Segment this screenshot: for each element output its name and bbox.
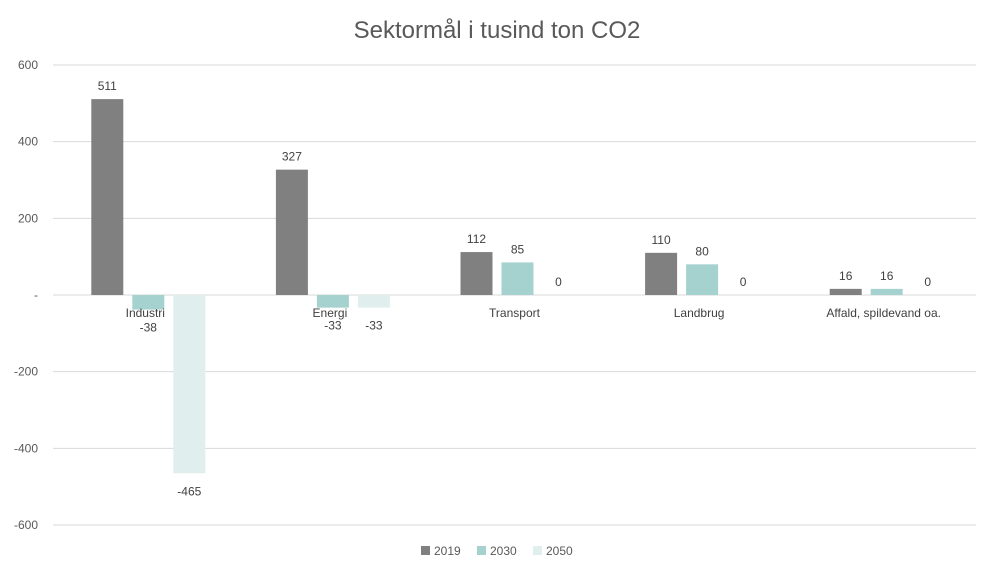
gridlines	[53, 64, 976, 526]
y-tick-label: 400	[18, 135, 38, 149]
data-label: 16	[880, 269, 894, 283]
y-tick-label: -	[34, 288, 38, 302]
legend-swatch-2019	[421, 546, 430, 555]
category-label: Energi	[313, 306, 348, 320]
bar-2030-0	[132, 295, 165, 310]
bar-2019-0	[91, 99, 124, 295]
y-axis-ticks: 600 400 200 - -200 -400 -600	[14, 58, 38, 532]
category-label: Landbrug	[674, 306, 725, 320]
data-label: 0	[555, 275, 562, 289]
bar-2030-3	[686, 264, 719, 295]
y-tick-label: -400	[14, 441, 38, 455]
bars	[91, 99, 903, 474]
bar-2030-4	[870, 288, 903, 295]
data-label: 112	[467, 232, 486, 246]
chart-title: Sektormål i tusind ton CO2	[354, 17, 641, 44]
data-label: 80	[695, 244, 709, 258]
data-label: 16	[839, 269, 853, 283]
bar-2050-0	[173, 295, 206, 474]
y-tick-label: -200	[14, 365, 38, 379]
data-label: -465	[177, 484, 201, 498]
bar-2050-1	[357, 295, 390, 308]
bar-2030-1	[316, 295, 349, 308]
y-tick-label: 600	[18, 58, 38, 72]
bar-2019-3	[645, 252, 678, 295]
category-label: Affald, spildevand oa.	[826, 306, 941, 320]
category-labels: Industri Energi Transport Landbrug Affald, s…	[126, 306, 941, 320]
bar-2019-4	[829, 288, 862, 295]
data-label: 85	[511, 242, 525, 256]
data-label: -33	[324, 319, 342, 333]
data-label: -38	[140, 321, 158, 335]
data-label: 0	[740, 275, 747, 289]
data-label: -33	[365, 319, 383, 333]
y-tick-label: 200	[18, 211, 38, 225]
legend-label: 2019	[434, 544, 461, 558]
y-tick-label: -600	[14, 518, 38, 532]
data-label: 0	[924, 275, 931, 289]
legend-swatch-2030	[477, 546, 486, 555]
bar-2019-2	[460, 252, 493, 295]
legend-label: 2050	[546, 544, 573, 558]
legend-label: 2030	[490, 544, 517, 558]
data-label: 327	[282, 150, 302, 164]
data-label: 110	[652, 233, 671, 247]
bar-2030-2	[501, 262, 534, 295]
data-label: 511	[98, 79, 117, 93]
data-labels: 511 -38 -465 327 -33 -33 112 85 0 110 80 0 16 16 0	[98, 79, 932, 498]
legend-swatch-2050	[533, 546, 542, 555]
category-label: Industri	[126, 306, 165, 320]
legend: 2019 2030 2050	[421, 544, 573, 558]
bar-2019-1	[275, 169, 308, 295]
category-label: Transport	[489, 306, 541, 320]
